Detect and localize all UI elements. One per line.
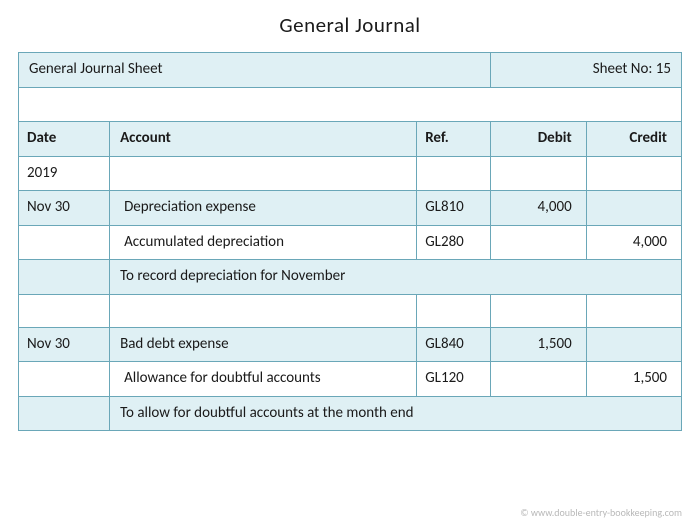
page-title: General Journal [18,12,682,38]
sheet-label: General Journal Sheet [19,53,491,88]
cell-ref: GL810 [417,191,491,226]
journal-table: General Journal Sheet Sheet No: 15 Date … [18,52,682,431]
table-row: To record depreciation for November [19,260,682,295]
col-date: Date [19,122,110,157]
table-row: Nov 30 Depreciation expense GL810 4,000 [19,191,682,226]
cell-date: Nov 30 [19,327,110,362]
col-ref: Ref. [417,122,491,157]
cell-credit: 1,500 [586,362,681,397]
cell-credit: 4,000 [586,225,681,260]
spacer-row [19,294,682,327]
cell-date: Nov 30 [19,191,110,226]
cell-year: 2019 [19,156,110,191]
sheet-header-row: General Journal Sheet Sheet No: 15 [19,53,682,88]
cell-account: Bad debt expense [110,327,417,362]
cell-ref: GL280 [417,225,491,260]
cell-ref: GL120 [417,362,491,397]
spacer-row [19,87,682,122]
cell-debit: 1,500 [491,327,586,362]
sheet-number: Sheet No: 15 [491,53,682,88]
cell-ref: GL840 [417,327,491,362]
cell-account: Accumulated depreciation [110,225,417,260]
col-account: Account [110,122,417,157]
col-credit: Credit [586,122,681,157]
cell-account: Depreciation expense [110,191,417,226]
col-debit: Debit [491,122,586,157]
table-row: Accumulated depreciation GL280 4,000 [19,225,682,260]
cell-memo: To record depreciation for November [110,260,682,295]
table-row: 2019 [19,156,682,191]
table-row: Nov 30 Bad debt expense GL840 1,500 [19,327,682,362]
table-row: Allowance for doubtful accounts GL120 1,… [19,362,682,397]
cell-credit [586,191,681,226]
cell-memo: To allow for doubtful accounts at the mo… [110,396,682,431]
column-header-row: Date Account Ref. Debit Credit [19,122,682,157]
cell-account: Allowance for doubtful accounts [110,362,417,397]
copyright-text: © www.double-entry-bookkeeping.com [520,506,682,519]
table-row: To allow for doubtful accounts at the mo… [19,396,682,431]
cell-debit: 4,000 [491,191,586,226]
